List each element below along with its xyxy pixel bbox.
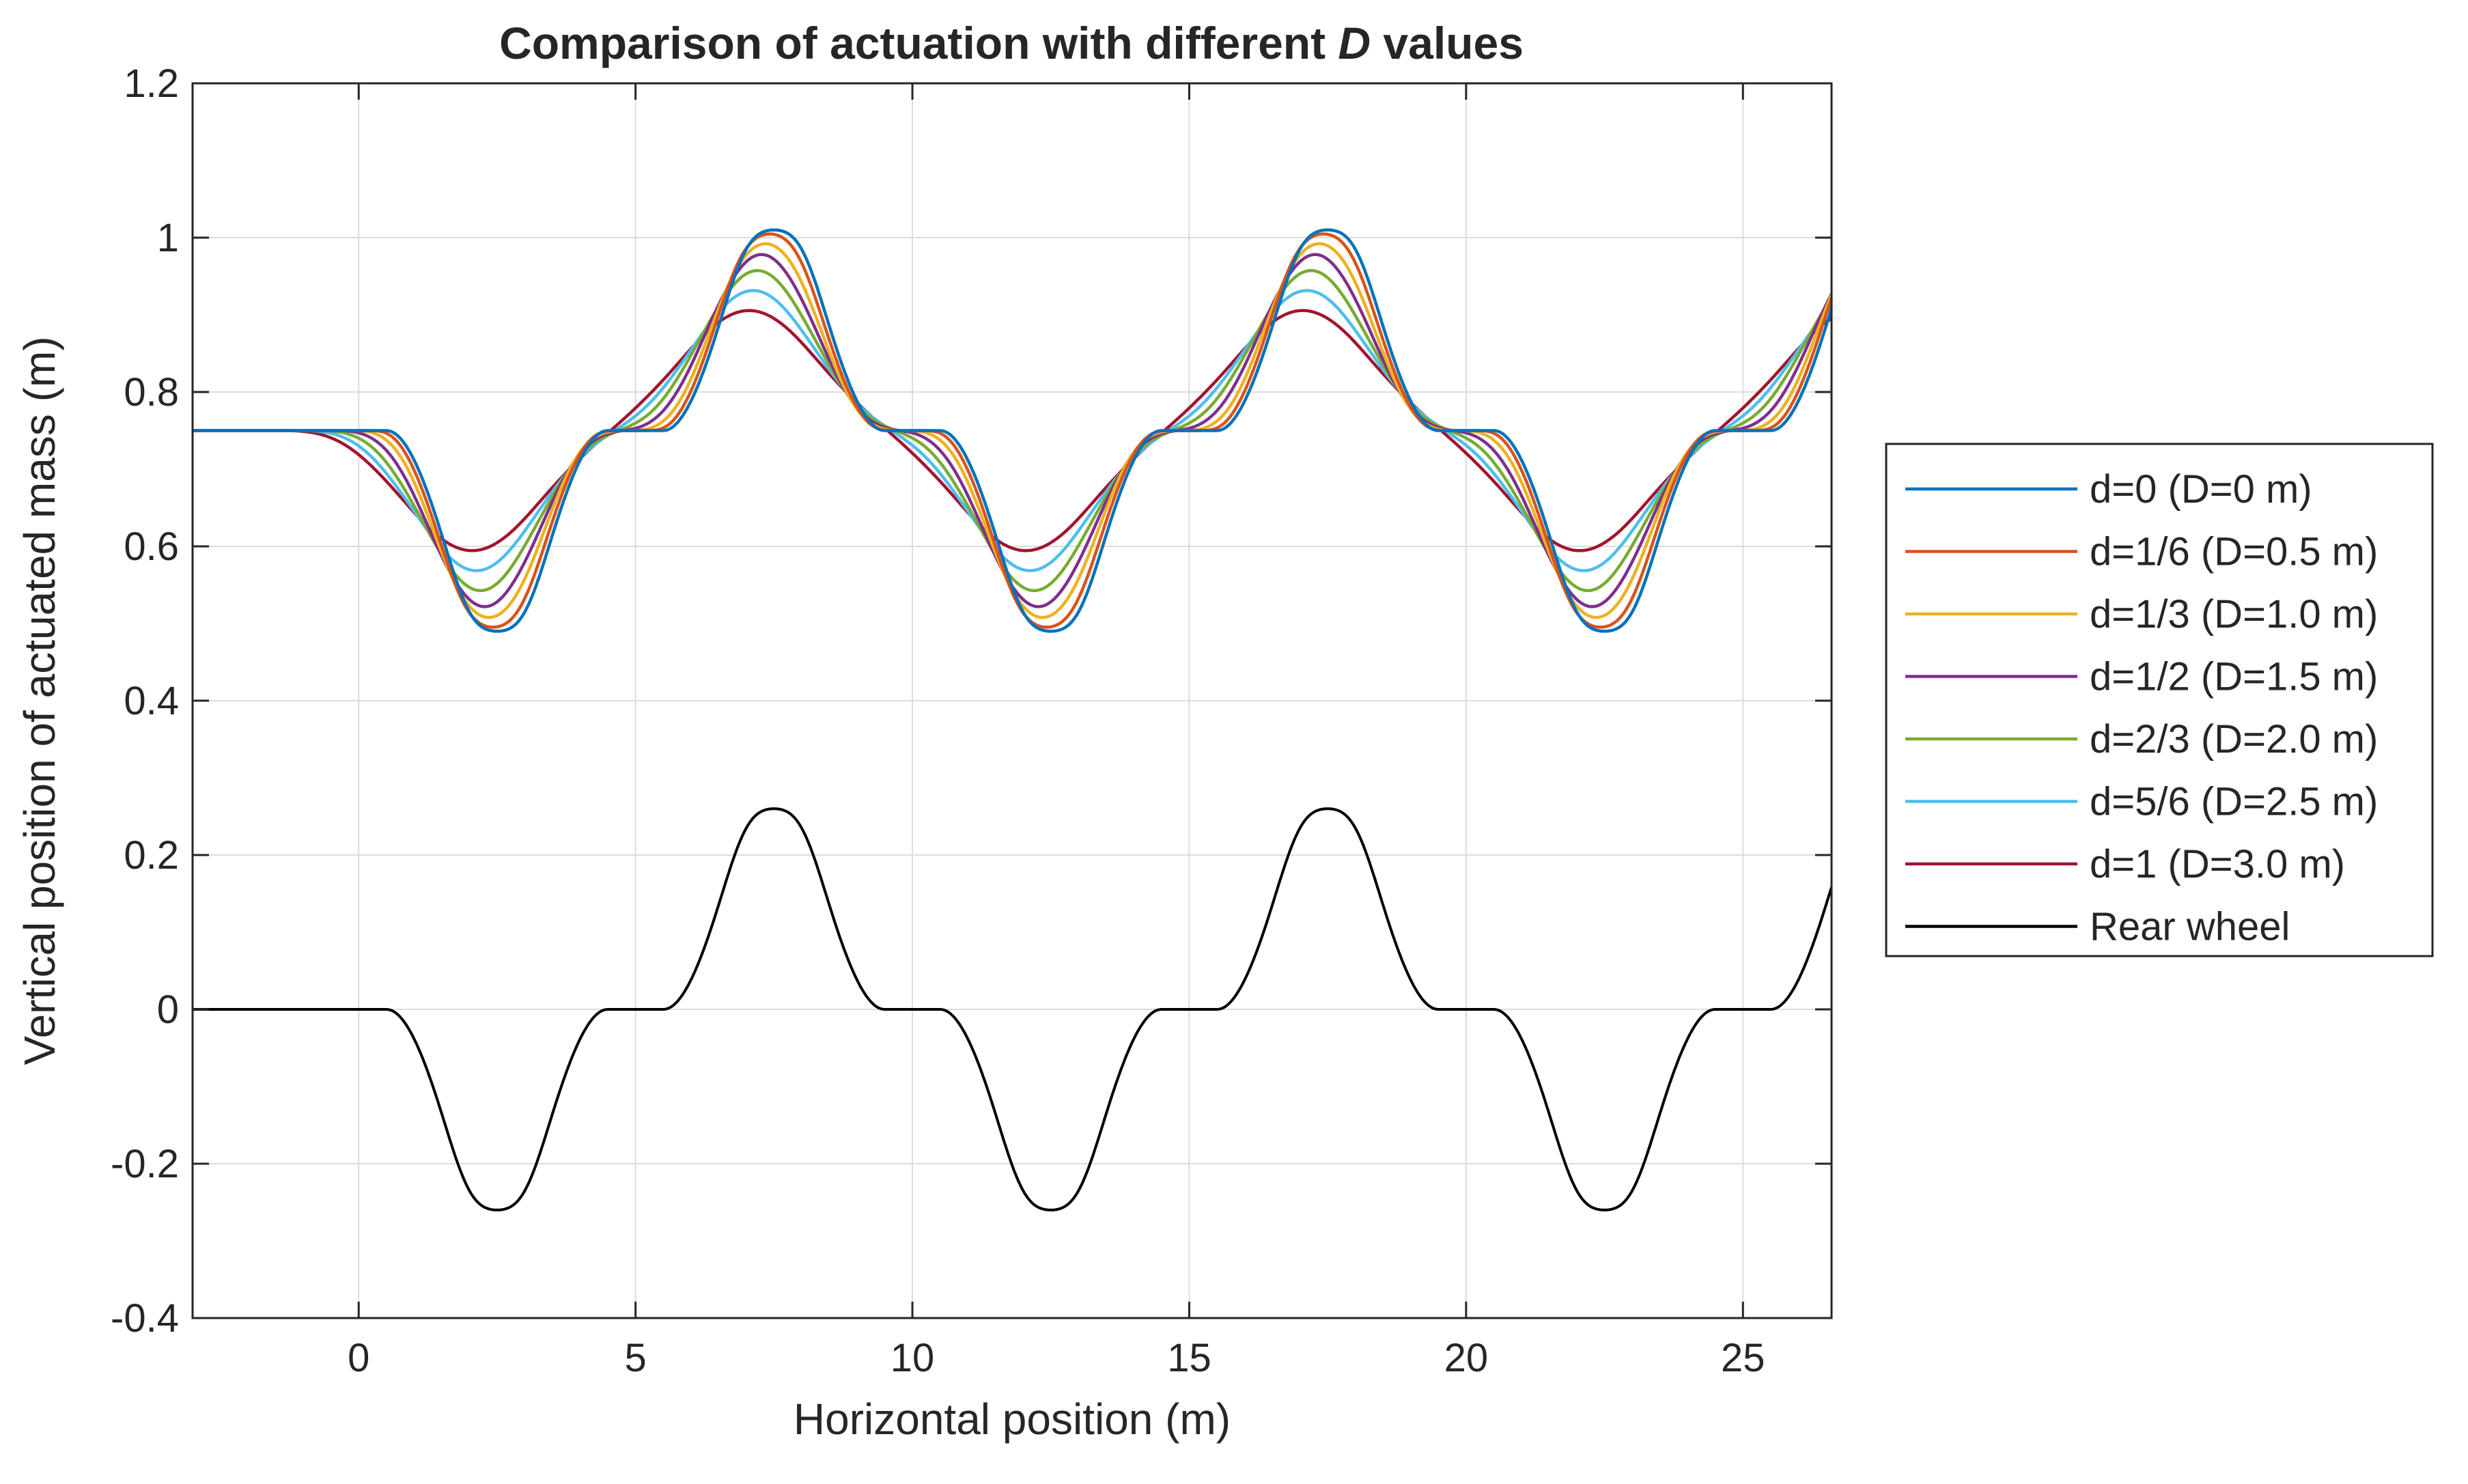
x-tick-label: 20 <box>1444 1336 1489 1380</box>
y-tick-label: 1 <box>157 216 179 260</box>
legend-label: d=5/6 (D=2.5 m) <box>2090 780 2378 824</box>
plot-area <box>191 82 1834 1319</box>
legend-label: d=1/3 (D=1.0 m) <box>2090 592 2378 636</box>
y-tick-label: 0.8 <box>124 370 179 415</box>
series-lines <box>192 228 1834 1212</box>
x-tick-labels: 0 5 10 15 20 25 <box>348 1336 1765 1380</box>
x-tick-label: 0 <box>348 1336 369 1380</box>
x-tick-label: 15 <box>1167 1336 1211 1380</box>
y-tick-label: 0.6 <box>124 524 179 569</box>
y-tick-label: 1.2 <box>124 61 179 106</box>
series-line <box>192 289 1833 572</box>
x-tick-label: 25 <box>1721 1336 1765 1380</box>
legend-label: Rear wheel <box>2090 905 2290 949</box>
x-axis-label: Horizontal position (m) <box>794 1395 1231 1444</box>
series-line <box>192 228 1834 633</box>
chart-title: Comparison of actuation with different D… <box>499 18 1524 68</box>
series-line <box>192 807 1833 1212</box>
y-tick-label: 0.4 <box>124 679 179 723</box>
legend-label: d=1/2 (D=1.5 m) <box>2090 655 2378 699</box>
y-tick-label: 0 <box>157 988 179 1032</box>
legend-entries: d=0 (D=0 m) d=1/6 (D=0.5 m) d=1/3 (D=1.0 m… <box>1905 467 2378 949</box>
legend-label: d=2/3 (D=2.0 m) <box>2090 717 2378 761</box>
x-tick-label: 5 <box>625 1336 647 1380</box>
series-line <box>192 309 1833 552</box>
y-tick-label: -0.2 <box>111 1142 179 1186</box>
y-tick-label: -0.4 <box>111 1296 179 1341</box>
legend: d=0 (D=0 m) d=1/6 (D=0.5 m) d=1/3 (D=1.0 m… <box>1885 443 2434 957</box>
legend-label: d=0 (D=0 m) <box>2090 467 2312 512</box>
y-axis-label: Vertical position of actuated mass (m) <box>15 336 64 1065</box>
legend-box <box>1885 443 2434 957</box>
y-tick-marks <box>193 82 1832 1319</box>
legend-label: d=1 (D=3.0 m) <box>2090 842 2345 886</box>
y-tick-labels: -0.4 -0.2 0 0.2 0.4 0.6 0.8 1 1.2 <box>111 61 179 1341</box>
y-tick-label: 0.2 <box>124 833 179 878</box>
legend-label: d=1/6 (D=0.5 m) <box>2090 530 2378 574</box>
x-tick-label: 10 <box>891 1336 935 1380</box>
x-tick-marks <box>357 83 1744 1318</box>
